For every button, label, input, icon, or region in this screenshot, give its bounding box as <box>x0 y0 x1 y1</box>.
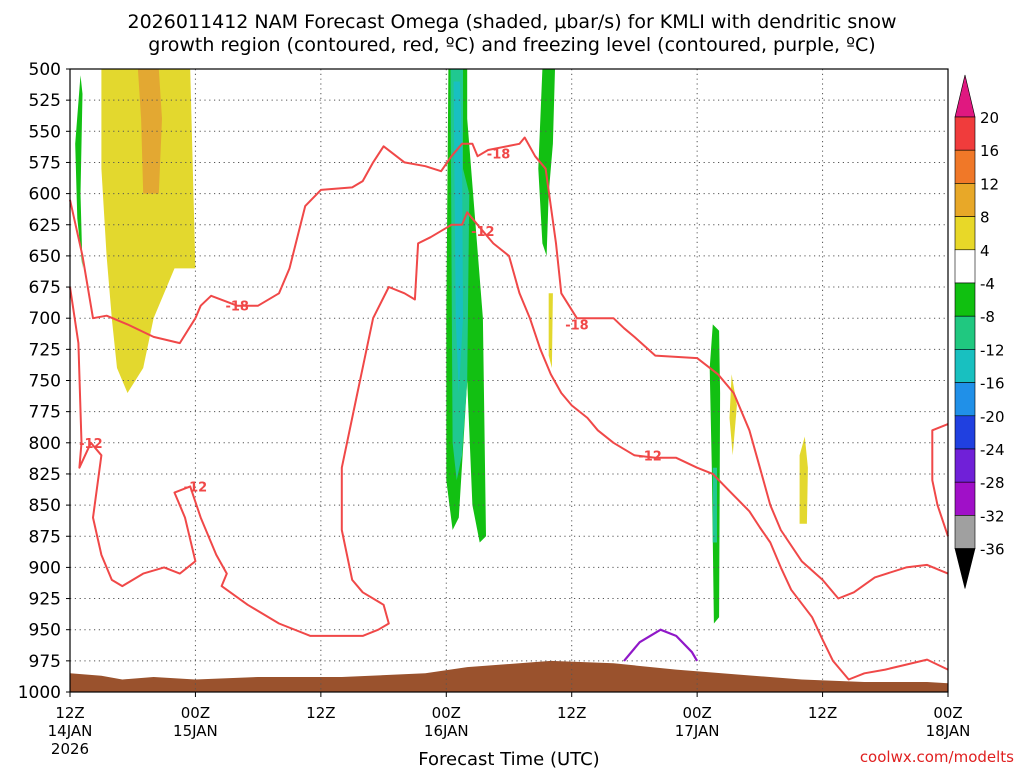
colorbar-label: -16 <box>980 375 1005 393</box>
x-tick-label: 00Z <box>181 704 210 722</box>
y-tick-label: 525 <box>29 91 61 111</box>
colorbar-swatch <box>954 415 976 450</box>
y-tick-label: 1000 <box>18 683 61 703</box>
x-tick-label: 12Z <box>55 704 84 722</box>
colorbar-label: -8 <box>980 308 995 326</box>
y-tick-label: 925 <box>29 590 61 610</box>
chart-title-line1: 2026011412 NAM Forecast Omega (shaded, μ… <box>128 11 897 33</box>
colorbar-swatch <box>954 183 976 217</box>
y-tick-label: 700 <box>29 309 61 329</box>
y-tick-label: 900 <box>29 558 61 578</box>
colorbar-swatch <box>954 315 976 350</box>
y-tick-label: 800 <box>29 434 61 454</box>
colorbar-label: -24 <box>980 441 1005 459</box>
x-tick-label: 00Z <box>682 704 711 722</box>
contour-label: -12 <box>471 225 495 240</box>
x-tick-year: 2026 <box>51 740 89 758</box>
x-tick-date: 16JAN <box>424 722 469 740</box>
dgz-contour-1 <box>69 211 949 681</box>
x-tick-label: 12Z <box>306 704 335 722</box>
y-tick-label: 550 <box>29 122 61 142</box>
colorbar-label: -12 <box>980 341 1005 359</box>
omega-region-1 <box>137 69 162 194</box>
colorbar-bottom-arrow <box>954 548 976 589</box>
omega-region-0 <box>101 69 196 393</box>
colorbar-label: -28 <box>980 474 1005 492</box>
y-tick-label: 850 <box>29 496 61 516</box>
x-tick-date: 17JAN <box>675 722 720 740</box>
omega-region-8 <box>712 467 717 543</box>
contour-label: -12 <box>638 449 662 464</box>
dgz-contour-2 <box>931 423 949 537</box>
y-tick-label: 725 <box>29 340 61 360</box>
contour-layer: -18 -18 -18 -12 -12 -12 -12 <box>69 136 949 681</box>
y-tick-label: 675 <box>29 278 61 298</box>
y-tick-label: 650 <box>29 247 61 267</box>
colorbar-swatch <box>954 282 976 317</box>
x-tick-label: 12Z <box>808 704 837 722</box>
y-tick-label: 875 <box>29 527 61 547</box>
x-tick-label: 00Z <box>933 704 962 722</box>
colorbar-label: -4 <box>980 275 995 293</box>
colorbar-label: -32 <box>980 507 1005 525</box>
freezing-level-contour-0 <box>623 628 699 662</box>
colorbar-label: 20 <box>980 109 999 127</box>
colorbar-label: -36 <box>980 541 1005 559</box>
omega-shading-layer <box>75 69 808 624</box>
colorbar-label: 4 <box>980 242 990 260</box>
contour-label: -18 <box>565 318 589 333</box>
colorbar-swatch <box>954 448 976 483</box>
x-tick-date: 14JAN <box>48 722 93 740</box>
y-tick-label: 750 <box>29 372 61 392</box>
x-tick-date: 18JAN <box>926 722 971 740</box>
contour-label: -12 <box>184 480 208 495</box>
y-tick-label: 500 <box>29 60 61 80</box>
y-tick-label: 600 <box>29 185 61 205</box>
x-tick-label: 00Z <box>432 704 461 722</box>
dgz-contour-0 <box>69 136 949 600</box>
omega-region-6 <box>538 69 555 256</box>
y-tick-label: 975 <box>29 652 61 672</box>
x-axis-label: Forecast Time (UTC) <box>418 749 599 768</box>
colorbar-swatch <box>954 116 976 151</box>
contour-label: -12 <box>79 437 103 452</box>
terrain-area <box>70 660 948 692</box>
terrain-layer <box>70 660 948 692</box>
colorbar-label: 8 <box>980 209 990 227</box>
y-axis: 500 525 550 575 600 625 650 675 700 725 750 775 800 8… <box>18 60 70 703</box>
omega-region-11 <box>799 436 808 524</box>
omega-region-9 <box>548 293 553 368</box>
chart-title-line2: growth region (contoured, red, ºC) and f… <box>148 34 875 56</box>
colorbar-label: 16 <box>980 142 999 160</box>
colorbar-swatch <box>954 249 976 284</box>
colorbar-label: 12 <box>980 175 999 193</box>
x-tick-date: 15JAN <box>173 722 218 740</box>
colorbar: 20 16 12 8 4 -4 -8 -12 -16 -20 -24 -28 -32 -36 <box>954 74 1005 589</box>
colorbar-swatch <box>954 515 976 549</box>
y-tick-label: 775 <box>29 403 61 423</box>
colorbar-label: -20 <box>980 408 1005 426</box>
y-tick-label: 950 <box>29 621 61 641</box>
colorbar-top-arrow <box>954 74 976 118</box>
colorbar-swatch <box>954 481 976 516</box>
omega-region-2 <box>75 75 83 269</box>
y-tick-label: 625 <box>29 216 61 236</box>
y-tick-label: 825 <box>29 465 61 485</box>
grid-layer <box>70 69 948 692</box>
credit-text: coolwx.com/modelts <box>860 748 1014 766</box>
colorbar-swatch <box>954 382 976 417</box>
colorbar-swatch <box>954 149 976 184</box>
colorbar-swatch <box>954 349 976 383</box>
contour-label: -18 <box>225 300 249 315</box>
x-tick-label: 12Z <box>557 704 586 722</box>
contour-label: -18 <box>487 148 511 163</box>
colorbar-swatch <box>954 216 976 251</box>
y-tick-label: 575 <box>29 153 61 173</box>
omega-region-5 <box>453 81 463 393</box>
